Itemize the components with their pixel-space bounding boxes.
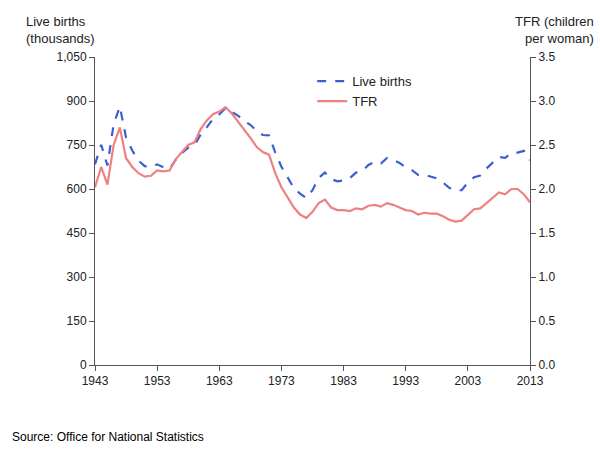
svg-text:Live births: Live births [352, 74, 412, 89]
svg-text:150: 150 [67, 314, 87, 328]
svg-text:1983: 1983 [330, 374, 357, 388]
svg-text:0: 0 [80, 358, 87, 372]
svg-text:1953: 1953 [144, 374, 171, 388]
svg-text:1993: 1993 [392, 374, 419, 388]
svg-text:2013: 2013 [517, 374, 544, 388]
svg-text:1.5: 1.5 [538, 226, 555, 240]
svg-text:1.0: 1.0 [538, 270, 555, 284]
svg-text:600: 600 [67, 182, 87, 196]
svg-text:450: 450 [67, 226, 87, 240]
svg-text:Source: Office for National St: Source: Office for National Statistics [12, 430, 204, 444]
svg-text:900: 900 [67, 94, 87, 108]
svg-text:Live births(thousands): Live births(thousands) [26, 14, 95, 46]
svg-text:0.5: 0.5 [538, 314, 555, 328]
svg-text:300: 300 [67, 270, 87, 284]
svg-text:750: 750 [67, 138, 87, 152]
svg-text:0.0: 0.0 [538, 358, 555, 372]
svg-text:3.0: 3.0 [538, 94, 555, 108]
svg-text:TFR: TFR [352, 94, 377, 109]
svg-text:1963: 1963 [206, 374, 233, 388]
svg-text:1973: 1973 [268, 374, 295, 388]
svg-text:TFR (childrenper woman): TFR (childrenper woman) [515, 14, 594, 46]
svg-text:3.5: 3.5 [538, 50, 555, 64]
svg-text:2003: 2003 [455, 374, 482, 388]
svg-text:2.0: 2.0 [538, 182, 555, 196]
svg-text:1,050: 1,050 [57, 50, 87, 64]
svg-text:2.5: 2.5 [538, 138, 555, 152]
svg-text:1943: 1943 [82, 374, 109, 388]
